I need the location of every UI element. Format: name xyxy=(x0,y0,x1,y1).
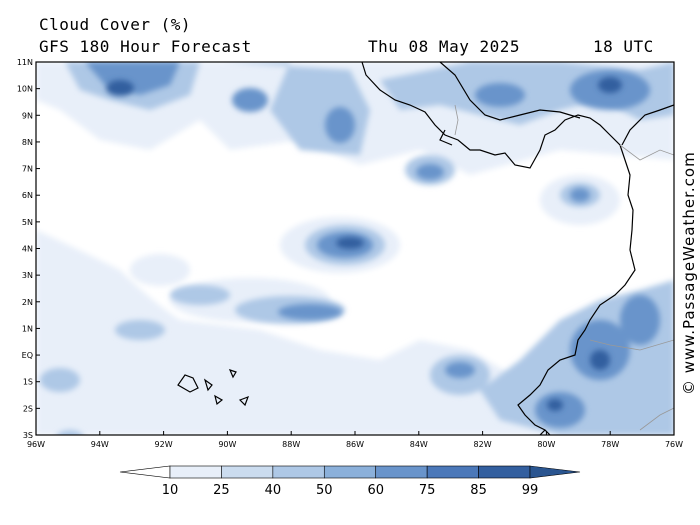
lat-label: 2N xyxy=(22,298,33,307)
lat-label: 6N xyxy=(22,191,33,200)
longitude-labels: 96W 94W 92W 90W 88W 86W 84W 82W 80W 78W 76W xyxy=(27,431,683,449)
lat-label: 1S xyxy=(23,378,33,387)
lat-label: 3S xyxy=(23,431,33,440)
lon-label: 82W xyxy=(474,440,492,449)
lat-label: 9N xyxy=(22,111,33,120)
colorbar-label: 10 xyxy=(162,483,179,498)
forecast-subtitle: GFS 180 Hour Forecast xyxy=(39,37,252,56)
lat-label: 11N xyxy=(17,58,33,67)
lon-label: 84W xyxy=(410,440,428,449)
colorbar-label: 85 xyxy=(470,483,487,498)
lon-label: 80W xyxy=(537,440,555,449)
colorbar-swatch xyxy=(375,465,428,479)
colorbar-swatch xyxy=(426,465,479,479)
lon-label: 92W xyxy=(155,440,173,449)
colorbar-min-arrow xyxy=(119,465,171,479)
colorbar-swatch xyxy=(169,465,222,479)
lon-label: 78W xyxy=(601,440,619,449)
lon-label: 86W xyxy=(346,440,364,449)
latitude-labels: 11N 10N 9N 8N 7N 6N 5N 4N 3N 2N 1N EQ 1S 2S 3S xyxy=(17,58,40,440)
lon-label: 76W xyxy=(665,440,683,449)
colorbar-label: 60 xyxy=(367,483,384,498)
lat-label: 8N xyxy=(22,138,33,147)
colorbar-swatch xyxy=(478,465,531,479)
forecast-time: 18 UTC xyxy=(593,37,654,56)
lat-label: EQ xyxy=(22,351,33,360)
map-title: Cloud Cover (%) xyxy=(39,15,191,34)
lat-label: 4N xyxy=(22,245,33,254)
colorbar-label: 99 xyxy=(522,483,539,498)
lat-label: 7N xyxy=(22,165,33,174)
lat-label: 3N xyxy=(22,271,33,280)
colorbar-swatch xyxy=(221,465,274,479)
lon-label: 90W xyxy=(218,440,236,449)
lon-label: 96W xyxy=(27,440,45,449)
lon-label: 88W xyxy=(282,440,300,449)
lat-label: 2S xyxy=(23,404,33,413)
colorbar: 10 25 40 50 60 75 85 99 xyxy=(119,465,581,498)
colorbar-label: 50 xyxy=(316,483,333,498)
colorbar-swatch xyxy=(323,465,377,479)
colorbar-max-arrow xyxy=(529,465,581,479)
colorbar-swatch xyxy=(272,465,325,479)
lon-label: 94W xyxy=(91,440,109,449)
colorbar-label: 25 xyxy=(213,483,230,498)
lat-label: 10N xyxy=(17,85,33,94)
country-borders xyxy=(454,104,674,431)
forecast-date: Thu 08 May 2025 xyxy=(368,37,520,56)
lat-label: 1N xyxy=(22,324,33,333)
colorbar-label: 75 xyxy=(419,483,436,498)
credit-text: © www.PassageWeather.com xyxy=(680,151,698,395)
colorbar-label: 40 xyxy=(265,483,282,498)
lat-label: 5N xyxy=(22,218,33,227)
